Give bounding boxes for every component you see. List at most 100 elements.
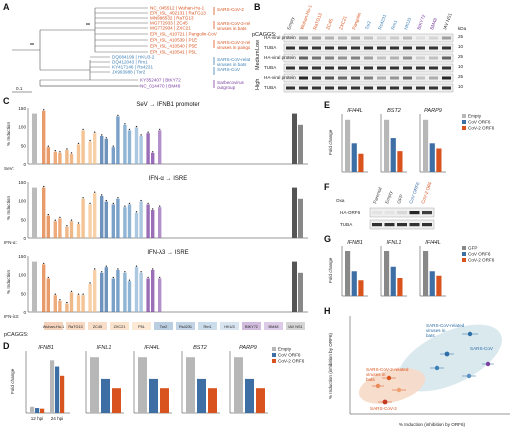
b-lane-label: ZC45	[325, 18, 334, 31]
c-point	[59, 299, 61, 301]
c-tick: 150	[18, 254, 26, 259]
panel-d-label: D	[3, 341, 10, 351]
c-point	[105, 265, 108, 267]
panel-b-label: B	[254, 2, 261, 12]
b-band-label: HA-viral protein	[264, 55, 296, 60]
b-lane-label: ZXC21	[338, 15, 348, 31]
gene-bar	[101, 378, 110, 413]
c-point	[66, 225, 68, 227]
gene-bar	[245, 378, 254, 413]
bootstrap-label: **	[30, 43, 34, 49]
tree-group-label: viruses in pangolins	[217, 45, 250, 50]
panel-f: F Parental Empty GFP CoV ORF6 CoV-2 ORF6 Oxa …	[322, 178, 516, 234]
gene-bar	[358, 153, 364, 172]
gene-bar	[197, 378, 206, 413]
c-point	[82, 197, 84, 199]
b-lane-label: Rs4231	[377, 13, 387, 30]
h-cluster-label: bats	[426, 333, 435, 338]
b-kda-head: kDa	[458, 26, 467, 31]
h-cluster-label: viruses in	[366, 372, 386, 377]
c-group-box	[44, 322, 63, 330]
c-point	[77, 222, 80, 224]
c-point	[70, 152, 73, 154]
f-lane-label: GFP	[396, 194, 404, 205]
legend-swatch	[462, 120, 466, 124]
c-bar	[100, 136, 104, 164]
c-point	[89, 282, 91, 284]
c-bar	[146, 204, 150, 238]
c-ylabel: % Induction	[6, 270, 11, 294]
b-lane-label: BtKY72	[416, 14, 426, 31]
c-point	[77, 293, 80, 295]
c-bar	[116, 198, 120, 238]
tree-leaf: EPI_ISL_410540 | P5E	[150, 44, 197, 49]
b-kda-marker: 25	[458, 34, 464, 39]
phylogenetic-tree: ** ** 0.1 NC_045512 | Wuhan-Hu-1EPI_ISL_…	[12, 6, 260, 93]
panel-c: C SeV → IFNB1 promoter % Induction 150 100 5…	[0, 96, 320, 341]
gene-bar	[50, 360, 55, 413]
h-cluster-label: bats	[366, 377, 375, 382]
c-point	[147, 276, 149, 279]
c-ylabel: % Induction	[6, 196, 11, 220]
gene-bar	[351, 271, 357, 296]
tree-group-label: SARS-CoV-2-related	[217, 40, 250, 45]
c-bar	[104, 201, 108, 238]
c-ylabel: % Induction	[6, 122, 11, 146]
b-kda-marker: 10	[458, 44, 464, 49]
f-band-label: TUBA	[340, 222, 353, 227]
c-point	[54, 219, 56, 221]
gene-title: IFNB1	[347, 240, 363, 246]
c-group-box	[242, 322, 261, 330]
gene-plot: IFI44L	[341, 108, 368, 173]
tree-group-label: SARS-CoV-2	[217, 7, 244, 12]
legend-entry: Empty	[278, 347, 292, 352]
panel-e: E IFI44L BST2 PARP9 Fold change Empty CoV OR…	[322, 100, 516, 182]
c-point	[94, 268, 96, 270]
western-blot-b: pCAGGS: Empty Wuhan-Hu-1 RaTG13 ZC45 ZXC21 Pa…	[252, 4, 467, 93]
c-bar	[292, 113, 297, 164]
c-point	[112, 202, 115, 205]
tree-leaf: KY417146 | Rs4231	[112, 65, 153, 70]
c-point	[89, 202, 91, 205]
gene-bar	[397, 278, 403, 296]
gene-bar	[208, 388, 217, 413]
c-point	[140, 134, 142, 136]
gene-title: PARP9	[424, 108, 442, 114]
gene-plot: IFNB1	[341, 240, 368, 297]
gene-bar	[345, 119, 351, 172]
gene-title: BST2	[193, 345, 207, 351]
c-group-box	[66, 322, 85, 330]
c-bar	[65, 150, 69, 164]
gene-bar	[436, 275, 442, 296]
b-lane-label: RaTG13	[312, 12, 323, 30]
c-bar	[123, 272, 127, 312]
tree-leaf: DQ412043 | Rm1	[112, 60, 148, 65]
c-bar	[32, 187, 37, 238]
c-point	[128, 202, 131, 205]
b-band-label: HA-viral protein	[264, 35, 296, 40]
c-point	[101, 271, 103, 273]
panel-b: B pCAGGS: Empty Wuhan-Hu-1 RaTG13 ZC45 ZXC21…	[250, 0, 516, 96]
b-lane-label: Rm1	[390, 19, 398, 30]
c-bar	[127, 130, 132, 164]
gene-bar	[390, 138, 396, 172]
ylabel: Fold change	[10, 368, 15, 394]
panel-h-label: H	[324, 306, 331, 316]
c-point	[124, 123, 126, 125]
gene-bar	[60, 375, 65, 413]
legend-swatch	[462, 246, 466, 250]
c-bar	[42, 110, 46, 164]
c-bar	[46, 278, 50, 312]
gene-title: PARP9	[239, 345, 257, 351]
tree-group-label: viruses in bats	[217, 62, 247, 67]
tree-leaf: JX993988 | Tor2	[112, 70, 146, 75]
legend-swatch	[272, 359, 276, 363]
gene-bar	[149, 378, 158, 413]
b-exposure-label: Medium	[255, 50, 261, 70]
c-tick: 0	[23, 310, 26, 315]
c-bar	[81, 130, 85, 164]
c-bar	[76, 144, 81, 164]
construct-label-c: pCAGGS:	[4, 332, 29, 338]
c-bar	[100, 196, 104, 238]
c-point	[128, 279, 131, 281]
